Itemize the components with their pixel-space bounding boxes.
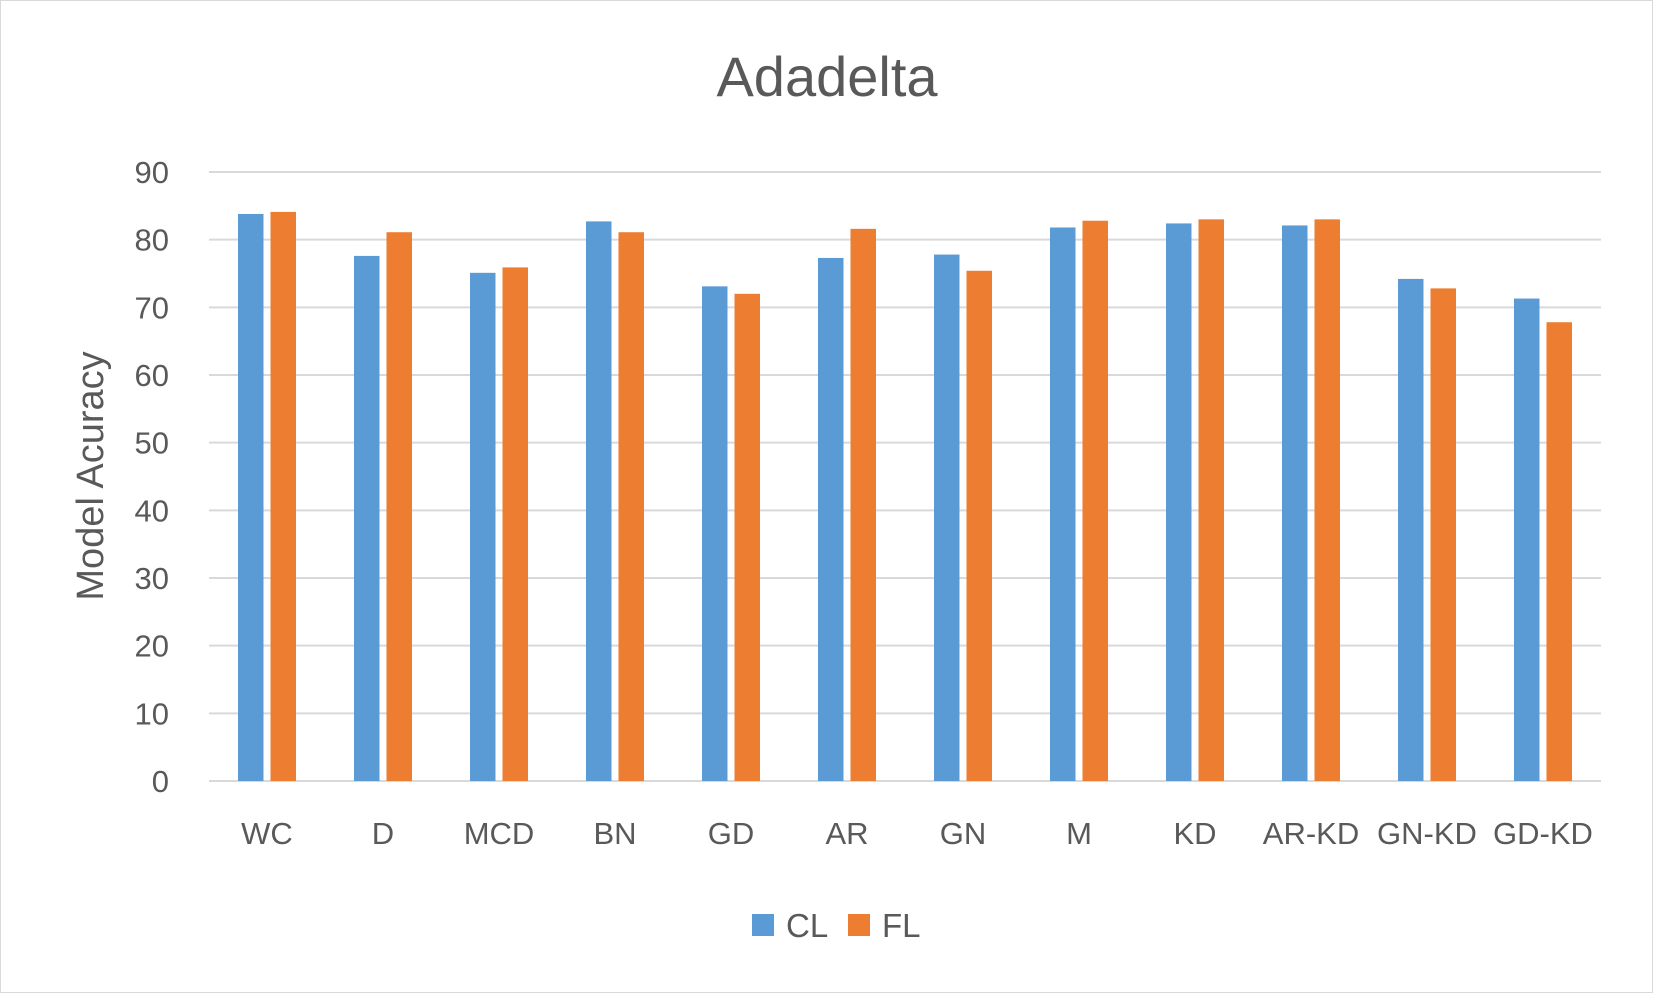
bar-fl-gn-kd	[1430, 288, 1456, 781]
bar-cl-mcd	[470, 272, 496, 781]
bar-cl-gd	[702, 286, 728, 781]
y-axis-label: Model Acuracy	[70, 351, 112, 600]
legend-label-cl: CL	[786, 907, 828, 944]
bar-cl-kd	[1166, 223, 1192, 782]
x-tick-label: D	[372, 816, 394, 851]
bars	[238, 211, 1572, 782]
bar-fl-gn	[966, 270, 992, 781]
bar-cl-d	[354, 255, 380, 781]
x-tick-label: BN	[593, 816, 636, 851]
bar-fl-ar-kd	[1314, 219, 1340, 781]
x-tick-label: KD	[1173, 816, 1216, 851]
legend-swatch-fl	[848, 914, 870, 936]
y-tick-label: 90	[135, 155, 169, 190]
x-tick-label: M	[1066, 816, 1092, 851]
bar-fl-wc	[270, 211, 296, 781]
legend-swatch-cl	[752, 914, 774, 936]
x-tick-label: WC	[241, 816, 293, 851]
bar-cl-m	[1050, 227, 1076, 781]
gridlines	[209, 171, 1601, 782]
bar-fl-d	[386, 232, 412, 781]
y-tick-label: 10	[135, 696, 169, 731]
x-tick-label: AR-KD	[1263, 816, 1359, 851]
y-tick-label: 60	[135, 358, 169, 393]
bar-fl-gd-kd	[1546, 322, 1572, 781]
bar-fl-kd	[1198, 219, 1224, 781]
bar-cl-gn	[934, 254, 960, 781]
bar-fl-m	[1082, 220, 1108, 782]
y-tick-label: 80	[135, 223, 169, 258]
y-tick-label: 0	[152, 764, 169, 799]
x-tick-label: GD	[708, 816, 755, 851]
x-tick-label: GD-KD	[1493, 816, 1593, 851]
x-tick-labels: WC D MCD BN GD AR GN M KD AR-KD GN-KD GD-KD	[241, 816, 1593, 851]
bar-cl-ar	[818, 257, 844, 782]
bar-cl-gn-kd	[1398, 278, 1424, 781]
x-tick-label: MCD	[464, 816, 535, 851]
legend-label-fl: FL	[882, 907, 921, 944]
bar-cl-ar-kd	[1282, 225, 1308, 781]
x-tick-label: GN-KD	[1377, 816, 1477, 851]
y-tick-labels: 0 10 20 30 40 50 60 70 80 90	[135, 155, 169, 799]
legend: CL FL	[752, 907, 921, 944]
x-tick-label: GN	[940, 816, 987, 851]
y-tick-label: 50	[135, 426, 169, 461]
bar-cl-gd-kd	[1514, 298, 1540, 781]
y-tick-label: 30	[135, 561, 169, 596]
chart-title: Adadelta	[716, 45, 938, 108]
bar-fl-mcd	[502, 267, 528, 781]
y-tick-label: 40	[135, 493, 169, 528]
y-tick-label: 20	[135, 629, 169, 664]
bar-cl-wc	[238, 213, 264, 781]
bar-cl-bn	[586, 221, 612, 781]
bar-fl-bn	[618, 232, 644, 781]
bar-fl-gd	[734, 293, 760, 781]
y-tick-label: 70	[135, 290, 169, 325]
x-tick-label: AR	[825, 816, 868, 851]
bar-fl-ar	[850, 228, 876, 782]
